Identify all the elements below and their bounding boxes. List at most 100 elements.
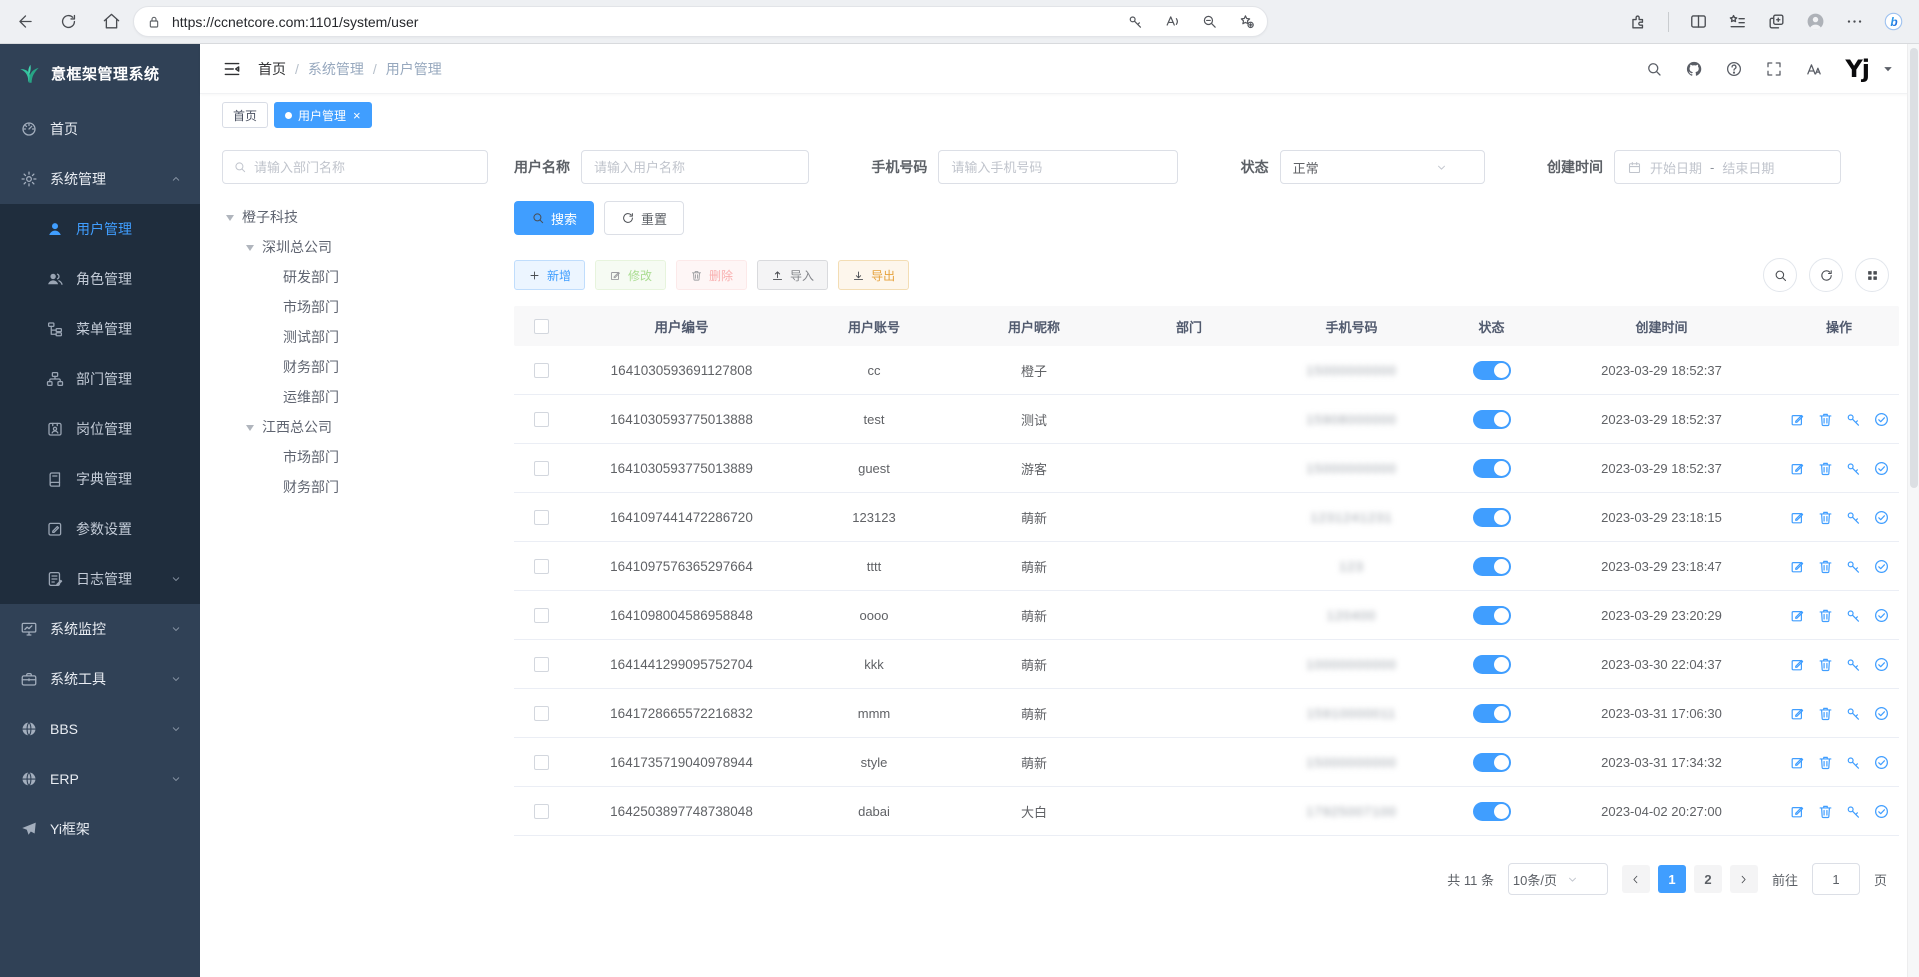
- reset-button[interactable]: 重置: [604, 201, 685, 235]
- breadcrumb-system[interactable]: 系统管理: [307, 60, 364, 77]
- sidebar-item-system[interactable]: 系统管理: [0, 154, 200, 204]
- row-checkbox[interactable]: [534, 509, 549, 525]
- assign-role-button[interactable]: [1873, 509, 1890, 526]
- extensions-icon[interactable]: [1629, 12, 1648, 31]
- row-checkbox[interactable]: [534, 705, 549, 721]
- sidebar-item-log[interactable]: 日志管理: [0, 554, 200, 604]
- table-search-toggle-button[interactable]: [1763, 258, 1797, 292]
- sidebar-item-dict[interactable]: 字典管理: [0, 454, 200, 504]
- delete-button[interactable]: [1817, 607, 1834, 624]
- tree-node[interactable]: 深圳总公司: [222, 232, 488, 262]
- delete-button[interactable]: [1817, 705, 1834, 722]
- row-checkbox[interactable]: [534, 803, 549, 819]
- favorite-add-icon[interactable]: [1238, 13, 1255, 30]
- page-button-2[interactable]: 2: [1693, 865, 1722, 893]
- edit-button[interactable]: [1789, 411, 1806, 428]
- sidebar-item-dept[interactable]: 部门管理: [0, 354, 200, 404]
- sidebar-item-role[interactable]: 角色管理: [0, 254, 200, 304]
- phone-field[interactable]: [938, 150, 1179, 184]
- page-size-select[interactable]: 10条/页: [1507, 863, 1608, 895]
- reset-password-button[interactable]: [1845, 656, 1862, 673]
- add-button[interactable]: 新增: [514, 260, 586, 290]
- phone-input[interactable]: [951, 159, 1166, 175]
- status-select[interactable]: 正常: [1279, 150, 1485, 184]
- breadcrumb-home[interactable]: 首页: [258, 60, 286, 77]
- zoom-out-icon[interactable]: [1201, 13, 1218, 30]
- copilot-icon[interactable]: b: [1884, 12, 1903, 31]
- status-toggle[interactable]: [1472, 703, 1511, 723]
- status-toggle[interactable]: [1472, 360, 1511, 380]
- collapse-menu-icon[interactable]: [222, 59, 242, 79]
- delete-button[interactable]: [1817, 509, 1834, 526]
- delete-button[interactable]: [1817, 411, 1834, 428]
- sidebar-item-post[interactable]: 岗位管理: [0, 404, 200, 454]
- search-button[interactable]: 搜索: [514, 201, 595, 235]
- import-button[interactable]: 导入: [757, 260, 829, 290]
- row-checkbox[interactable]: [534, 362, 549, 378]
- edit-button[interactable]: [1789, 803, 1806, 820]
- more-menu-icon[interactable]: [1845, 12, 1864, 31]
- date-range-input[interactable]: 开始日期 - 结束日期: [1613, 150, 1841, 184]
- edit-button[interactable]: [1789, 656, 1806, 673]
- caret-down-icon[interactable]: [226, 215, 234, 225]
- sidebar-item-bbs[interactable]: BBS: [0, 704, 200, 754]
- row-checkbox[interactable]: [534, 460, 549, 476]
- close-icon[interactable]: ×: [353, 107, 361, 123]
- status-toggle[interactable]: [1472, 752, 1511, 772]
- favorites-bar-icon[interactable]: [1728, 12, 1747, 31]
- search-icon[interactable]: [1645, 60, 1663, 78]
- delete-button[interactable]: [1817, 754, 1834, 771]
- prev-page-button[interactable]: [1621, 865, 1650, 893]
- sidebar-item-erp[interactable]: ERP: [0, 754, 200, 804]
- tree-node[interactable]: 市场部门: [222, 442, 488, 472]
- select-all-checkbox[interactable]: [534, 318, 549, 334]
- url-bar[interactable]: https://ccnetcore.com:1101/system/user: [133, 6, 1268, 37]
- tree-node[interactable]: 运维部门: [222, 382, 488, 412]
- font-size-icon[interactable]: [1805, 60, 1823, 78]
- edit-button[interactable]: [1789, 705, 1806, 722]
- profile-avatar[interactable]: [1806, 12, 1825, 31]
- dept-search-input[interactable]: [254, 159, 477, 175]
- tree-node[interactable]: 橙子科技: [222, 202, 488, 232]
- reset-password-button[interactable]: [1845, 460, 1862, 477]
- status-toggle[interactable]: [1472, 801, 1511, 821]
- delete-button[interactable]: [1817, 558, 1834, 575]
- edit-button[interactable]: [1789, 460, 1806, 477]
- assign-role-button[interactable]: [1873, 460, 1890, 477]
- reset-password-button[interactable]: [1845, 558, 1862, 575]
- row-checkbox[interactable]: [534, 754, 549, 770]
- tree-node[interactable]: 研发部门: [222, 262, 488, 292]
- collections-icon[interactable]: [1767, 12, 1786, 31]
- username-input[interactable]: [594, 159, 796, 175]
- row-checkbox[interactable]: [534, 607, 549, 623]
- delete-button[interactable]: [1817, 803, 1834, 820]
- split-screen-icon[interactable]: [1689, 12, 1708, 31]
- reset-password-button[interactable]: [1845, 509, 1862, 526]
- export-button[interactable]: 导出: [838, 260, 910, 290]
- assign-role-button[interactable]: [1873, 656, 1890, 673]
- page-button-1[interactable]: 1: [1657, 865, 1686, 893]
- tree-node[interactable]: 江西总公司: [222, 412, 488, 442]
- assign-role-button[interactable]: [1873, 558, 1890, 575]
- status-toggle[interactable]: [1472, 605, 1511, 625]
- status-toggle[interactable]: [1472, 458, 1511, 478]
- delete-button[interactable]: 删除: [676, 260, 748, 290]
- reset-password-button[interactable]: [1845, 607, 1862, 624]
- edit-button[interactable]: [1789, 509, 1806, 526]
- username-field[interactable]: [581, 150, 809, 184]
- tab-user-management[interactable]: 用户管理 ×: [274, 102, 372, 128]
- dept-search-box[interactable]: [222, 150, 488, 184]
- back-icon[interactable]: [16, 12, 35, 31]
- assign-role-button[interactable]: [1873, 705, 1890, 722]
- status-toggle[interactable]: [1472, 409, 1511, 429]
- next-page-button[interactable]: [1729, 865, 1758, 893]
- caret-down-icon[interactable]: [246, 425, 254, 435]
- sidebar-item-yi[interactable]: Yi框架: [0, 804, 200, 854]
- reset-password-button[interactable]: [1845, 411, 1862, 428]
- reset-password-button[interactable]: [1845, 754, 1862, 771]
- password-icon[interactable]: [1127, 13, 1144, 30]
- fullscreen-icon[interactable]: [1765, 60, 1783, 78]
- reset-password-button[interactable]: [1845, 705, 1862, 722]
- delete-button[interactable]: [1817, 656, 1834, 673]
- edit-button[interactable]: [1789, 754, 1806, 771]
